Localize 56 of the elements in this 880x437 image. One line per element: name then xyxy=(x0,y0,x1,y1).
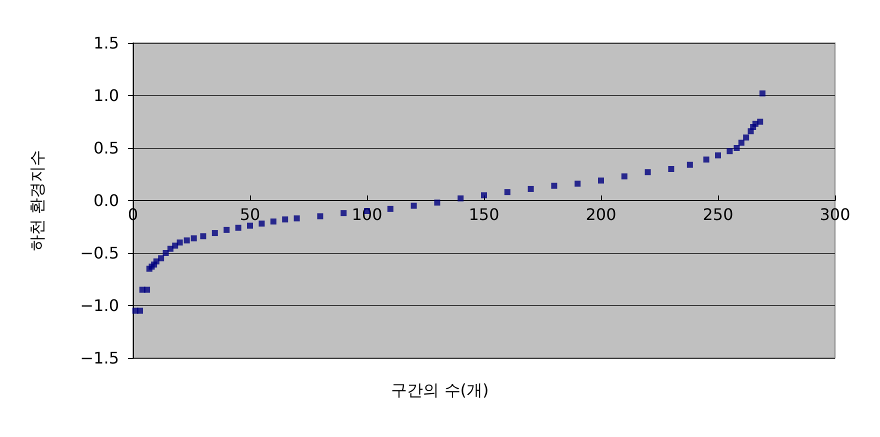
point xyxy=(528,186,534,192)
y-tick-label: 1.0 xyxy=(94,86,119,105)
point xyxy=(734,145,740,151)
x-tick-label: 150 xyxy=(468,205,500,224)
point xyxy=(668,166,674,172)
point xyxy=(158,255,164,262)
point xyxy=(726,148,733,154)
point xyxy=(294,215,300,222)
y-tick-label: 0.5 xyxy=(94,138,119,158)
point xyxy=(410,202,417,209)
point xyxy=(270,218,276,224)
point xyxy=(757,118,764,125)
point xyxy=(621,173,628,180)
y-tick-label: 1.5 xyxy=(94,34,119,52)
point xyxy=(200,233,206,240)
x-tick-label: 100 xyxy=(352,205,382,224)
point xyxy=(598,178,604,184)
point xyxy=(258,220,265,227)
point xyxy=(715,152,721,158)
y-tick-label: −1.5 xyxy=(80,348,119,368)
point xyxy=(190,235,197,242)
point xyxy=(224,226,230,233)
point xyxy=(759,90,766,96)
point xyxy=(644,169,651,176)
point xyxy=(137,308,144,314)
point xyxy=(172,242,178,249)
y-tick-label: −1.0 xyxy=(80,296,119,315)
y-axis-title: 하천 환경지수 xyxy=(28,150,46,252)
point xyxy=(317,213,324,220)
point xyxy=(574,180,581,187)
point xyxy=(212,230,218,236)
point xyxy=(144,286,150,293)
point xyxy=(340,210,347,216)
x-tick-label: 300 xyxy=(820,205,850,224)
point xyxy=(504,189,510,196)
point xyxy=(184,237,190,244)
x-tick-label: 200 xyxy=(586,205,616,224)
point xyxy=(743,134,750,140)
x-tick-label: 250 xyxy=(702,205,734,224)
point xyxy=(235,224,242,231)
point xyxy=(481,192,487,198)
point xyxy=(551,182,558,189)
point xyxy=(458,195,464,202)
point xyxy=(282,216,288,222)
point xyxy=(434,200,440,206)
point xyxy=(387,206,394,212)
point xyxy=(176,240,183,246)
point xyxy=(703,156,710,163)
point xyxy=(162,250,169,256)
point xyxy=(738,140,744,146)
x-axis-title: 구간의 수(개) xyxy=(391,380,489,400)
point xyxy=(247,222,253,229)
x-tick-label: 50 xyxy=(240,205,260,224)
point xyxy=(686,162,693,168)
y-tick-label: −0.5 xyxy=(80,244,119,262)
y-tick-label: 0.0 xyxy=(94,191,119,210)
